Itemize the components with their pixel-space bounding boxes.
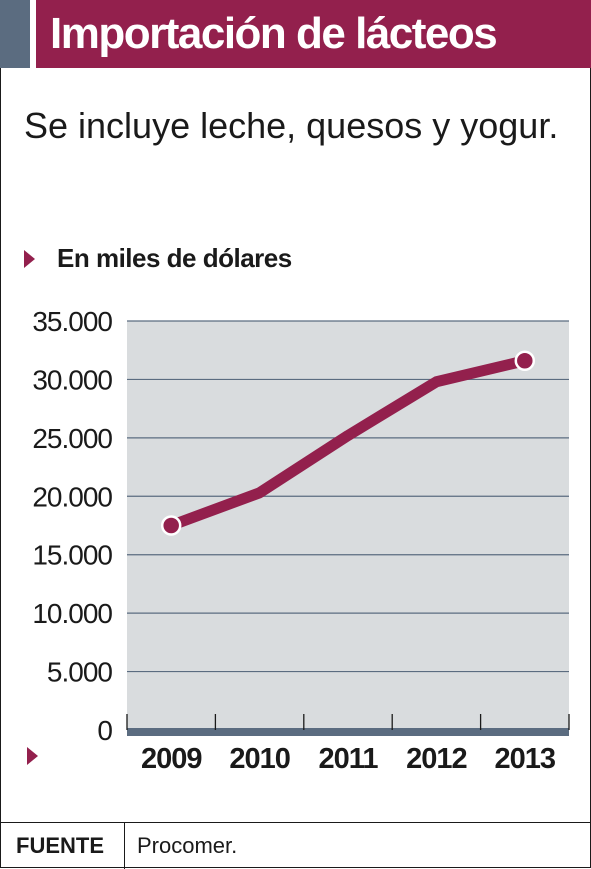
title-bar: Importación de lácteos — [0, 0, 591, 68]
series-line — [165, 355, 531, 531]
x-axis-bar — [127, 728, 569, 736]
source-label: FUENTE — [0, 823, 125, 869]
source-row: FUENTE Procomer. — [0, 822, 591, 869]
x-tick-label: 2012 — [406, 743, 467, 775]
unit-label: En miles de dólares — [57, 243, 292, 273]
unit-row: En miles de dólares — [24, 243, 292, 274]
triangle-bullet-icon — [24, 249, 35, 268]
y-tick-label: 25.000 — [32, 423, 112, 454]
title-gap — [30, 0, 36, 68]
y-tick-label: 5.000 — [47, 657, 112, 688]
chart-subtitle: Se incluye leche, quesos y yogur. — [24, 105, 559, 146]
y-tick-label: 20.000 — [32, 481, 112, 512]
x-tick-label: 2009 — [141, 743, 202, 775]
y-tick-label: 0 — [97, 715, 112, 746]
x-axis-triangle-bullet-icon — [27, 747, 38, 765]
data-point — [160, 515, 182, 536]
chart-title: Importación de lácteos — [50, 9, 498, 58]
y-tick-label: 30.000 — [32, 364, 112, 395]
y-tick-label: 15.000 — [32, 540, 112, 571]
y-tick-label: 10.000 — [32, 598, 112, 629]
x-tick-label: 2011 — [319, 743, 379, 775]
plot-background — [127, 321, 569, 730]
line-chart: 0 5.000 10.000 15.000 20.000 25.000 30.000 35.0… — [32, 306, 570, 775]
x-tick-label: 2010 — [229, 743, 290, 775]
y-tick-label: 35.000 — [32, 306, 112, 337]
title-side-block — [0, 0, 30, 68]
source-text: Procomer. — [137, 833, 238, 858]
x-tick-label: 2013 — [495, 743, 556, 775]
title-box: Importación de lácteos — [36, 0, 591, 68]
data-point — [514, 350, 536, 371]
